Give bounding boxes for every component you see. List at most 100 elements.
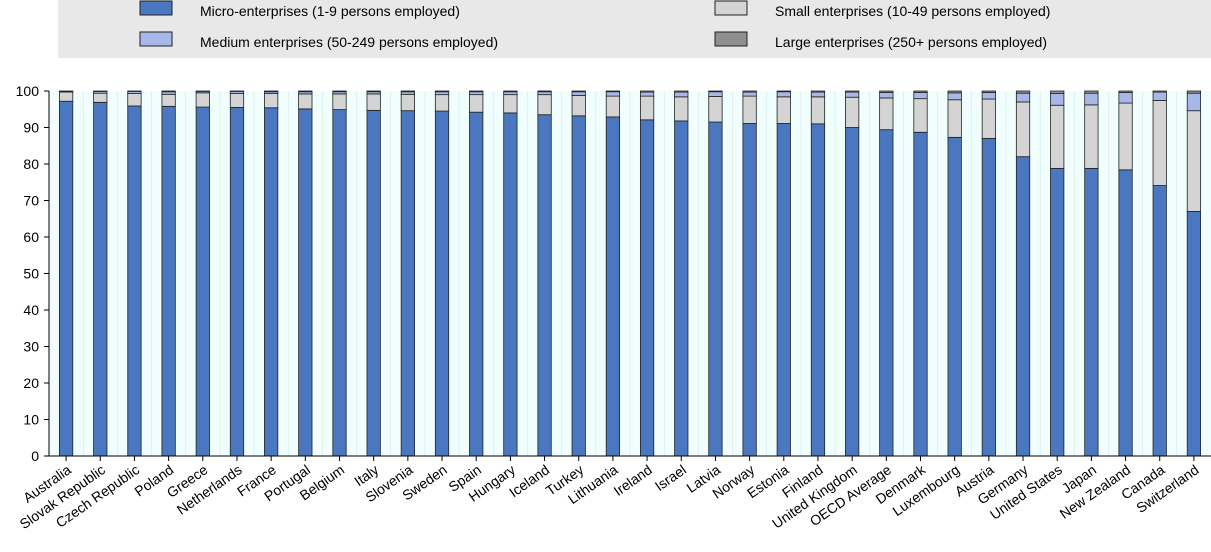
bar-large-united-kingdom [845,91,858,92]
bar-small-norway [743,96,756,123]
bar-small-australia [59,92,72,101]
y-tick-label: 40 [23,302,39,318]
bar-micro-enterprises-greece [196,107,209,456]
bar-micro-enterprises-new-zealand [1119,170,1132,456]
y-tick-label: 0 [31,448,39,464]
bar-micro-enterprises-lithuania [606,117,619,456]
bar-large-poland [162,91,175,92]
bar-medium-estonia [777,92,790,97]
bar-small-netherlands [230,94,243,108]
bar-micro-enterprises-spain [470,112,483,456]
bar-medium-spain [470,92,483,95]
bar-micro-enterprises-poland [162,106,175,456]
bar-large-estonia [777,91,790,92]
bar-large-finland [811,91,824,92]
bar-medium-japan [1085,93,1098,105]
bar-micro-enterprises-denmark [914,132,927,456]
bar-large-latvia [709,91,722,92]
bar-small-japan [1085,105,1098,169]
legend-swatch [140,32,172,46]
bar-large-oecd-average [880,91,893,92]
bar-micro-enterprises-japan [1085,168,1098,456]
bar-large-hungary [504,91,517,92]
bar-small-lithuania [606,96,619,117]
bar-large-ireland [640,91,653,92]
bar-small-switzerland [1187,111,1200,212]
legend-swatch [715,32,747,46]
bar-medium-turkey [572,92,585,96]
legend-swatch [140,1,172,15]
bar-large-new-zealand [1119,91,1132,92]
bar-micro-enterprises-israel [675,121,688,456]
bar-micro-enterprises-slovak-republic [94,102,107,456]
bar-small-oecd-average [880,98,893,130]
bar-large-france [264,91,277,92]
bar-micro-enterprises-norway [743,123,756,456]
bar-small-latvia [709,96,722,122]
x-tick-label-ireland: Ireland [611,461,655,499]
bar-medium-oecd-average [880,92,893,97]
legend-label: Large enterprises (250+ persons employed… [775,34,1047,50]
bar-medium-united-kingdom [845,92,858,97]
bar-small-estonia [777,97,790,124]
bar-medium-germany [1016,93,1029,102]
y-tick-label: 70 [23,193,39,209]
bar-medium-sweden [435,92,448,95]
bar-micro-enterprises-netherlands [230,107,243,456]
y-tick-label: 100 [16,83,40,99]
bar-micro-enterprises-italy [367,110,380,456]
bar-micro-enterprises-germany [1016,157,1029,456]
bar-medium-latvia [709,92,722,97]
bar-small-new-zealand [1119,103,1132,170]
bar-large-belgium [333,91,346,92]
bar-micro-enterprises-hungary [504,113,517,456]
y-tick-label: 10 [23,412,39,428]
bar-micro-enterprises-united-states [1051,168,1064,456]
bar-micro-enterprises-austria [982,138,995,456]
bar-micro-enterprises-iceland [538,115,551,456]
bar-medium-ireland [640,92,653,96]
bar-micro-enterprises-australia [59,101,72,456]
bar-micro-enterprises-united-kingdom [845,128,858,457]
bar-large-spain [470,91,483,92]
bar-micro-enterprises-turkey [572,116,585,456]
bar-micro-enterprises-france [264,108,277,456]
y-tick-label: 60 [23,229,39,245]
bar-small-hungary [504,95,517,113]
y-tick-label: 90 [23,120,39,136]
bar-large-portugal [299,91,312,92]
bar-small-portugal [299,94,312,109]
bar-small-france [264,94,277,108]
y-tick-label: 50 [23,266,39,282]
bar-small-canada [1153,100,1166,185]
bar-small-iceland [538,95,551,115]
bar-medium-finland [811,92,824,97]
bar-large-austria [982,91,995,92]
bar-small-turkey [572,95,585,115]
bar-small-united-states [1051,105,1064,168]
bar-medium-united-states [1051,94,1064,106]
bar-medium-new-zealand [1119,92,1132,103]
bar-small-austria [982,99,995,138]
bar-small-slovak-republic [94,93,107,102]
x-tick-label-iceland: Iceland [506,461,552,500]
bar-large-lithuania [606,91,619,92]
bar-medium-austria [982,92,995,99]
legend-label: Micro-enterprises (1-9 persons employed) [200,3,460,19]
bar-large-slovenia [401,91,414,92]
legend: Micro-enterprises (1-9 persons employed)… [58,0,1211,58]
y-tick-label: 30 [23,339,39,355]
bar-large-switzerland [1187,91,1200,93]
bar-micro-enterprises-portugal [299,109,312,456]
bar-small-germany [1016,102,1029,157]
bar-medium-norway [743,92,756,96]
bar-small-sweden [435,95,448,111]
bar-small-spain [470,95,483,113]
legend-label: Medium enterprises (50-249 persons emplo… [200,34,498,50]
bar-large-luxembourg [948,91,961,93]
y-axis: 0102030405060708090100 [16,83,49,464]
bar-medium-iceland [538,92,551,95]
bar-micro-enterprises-sweden [435,111,448,456]
bar-large-iceland [538,91,551,92]
